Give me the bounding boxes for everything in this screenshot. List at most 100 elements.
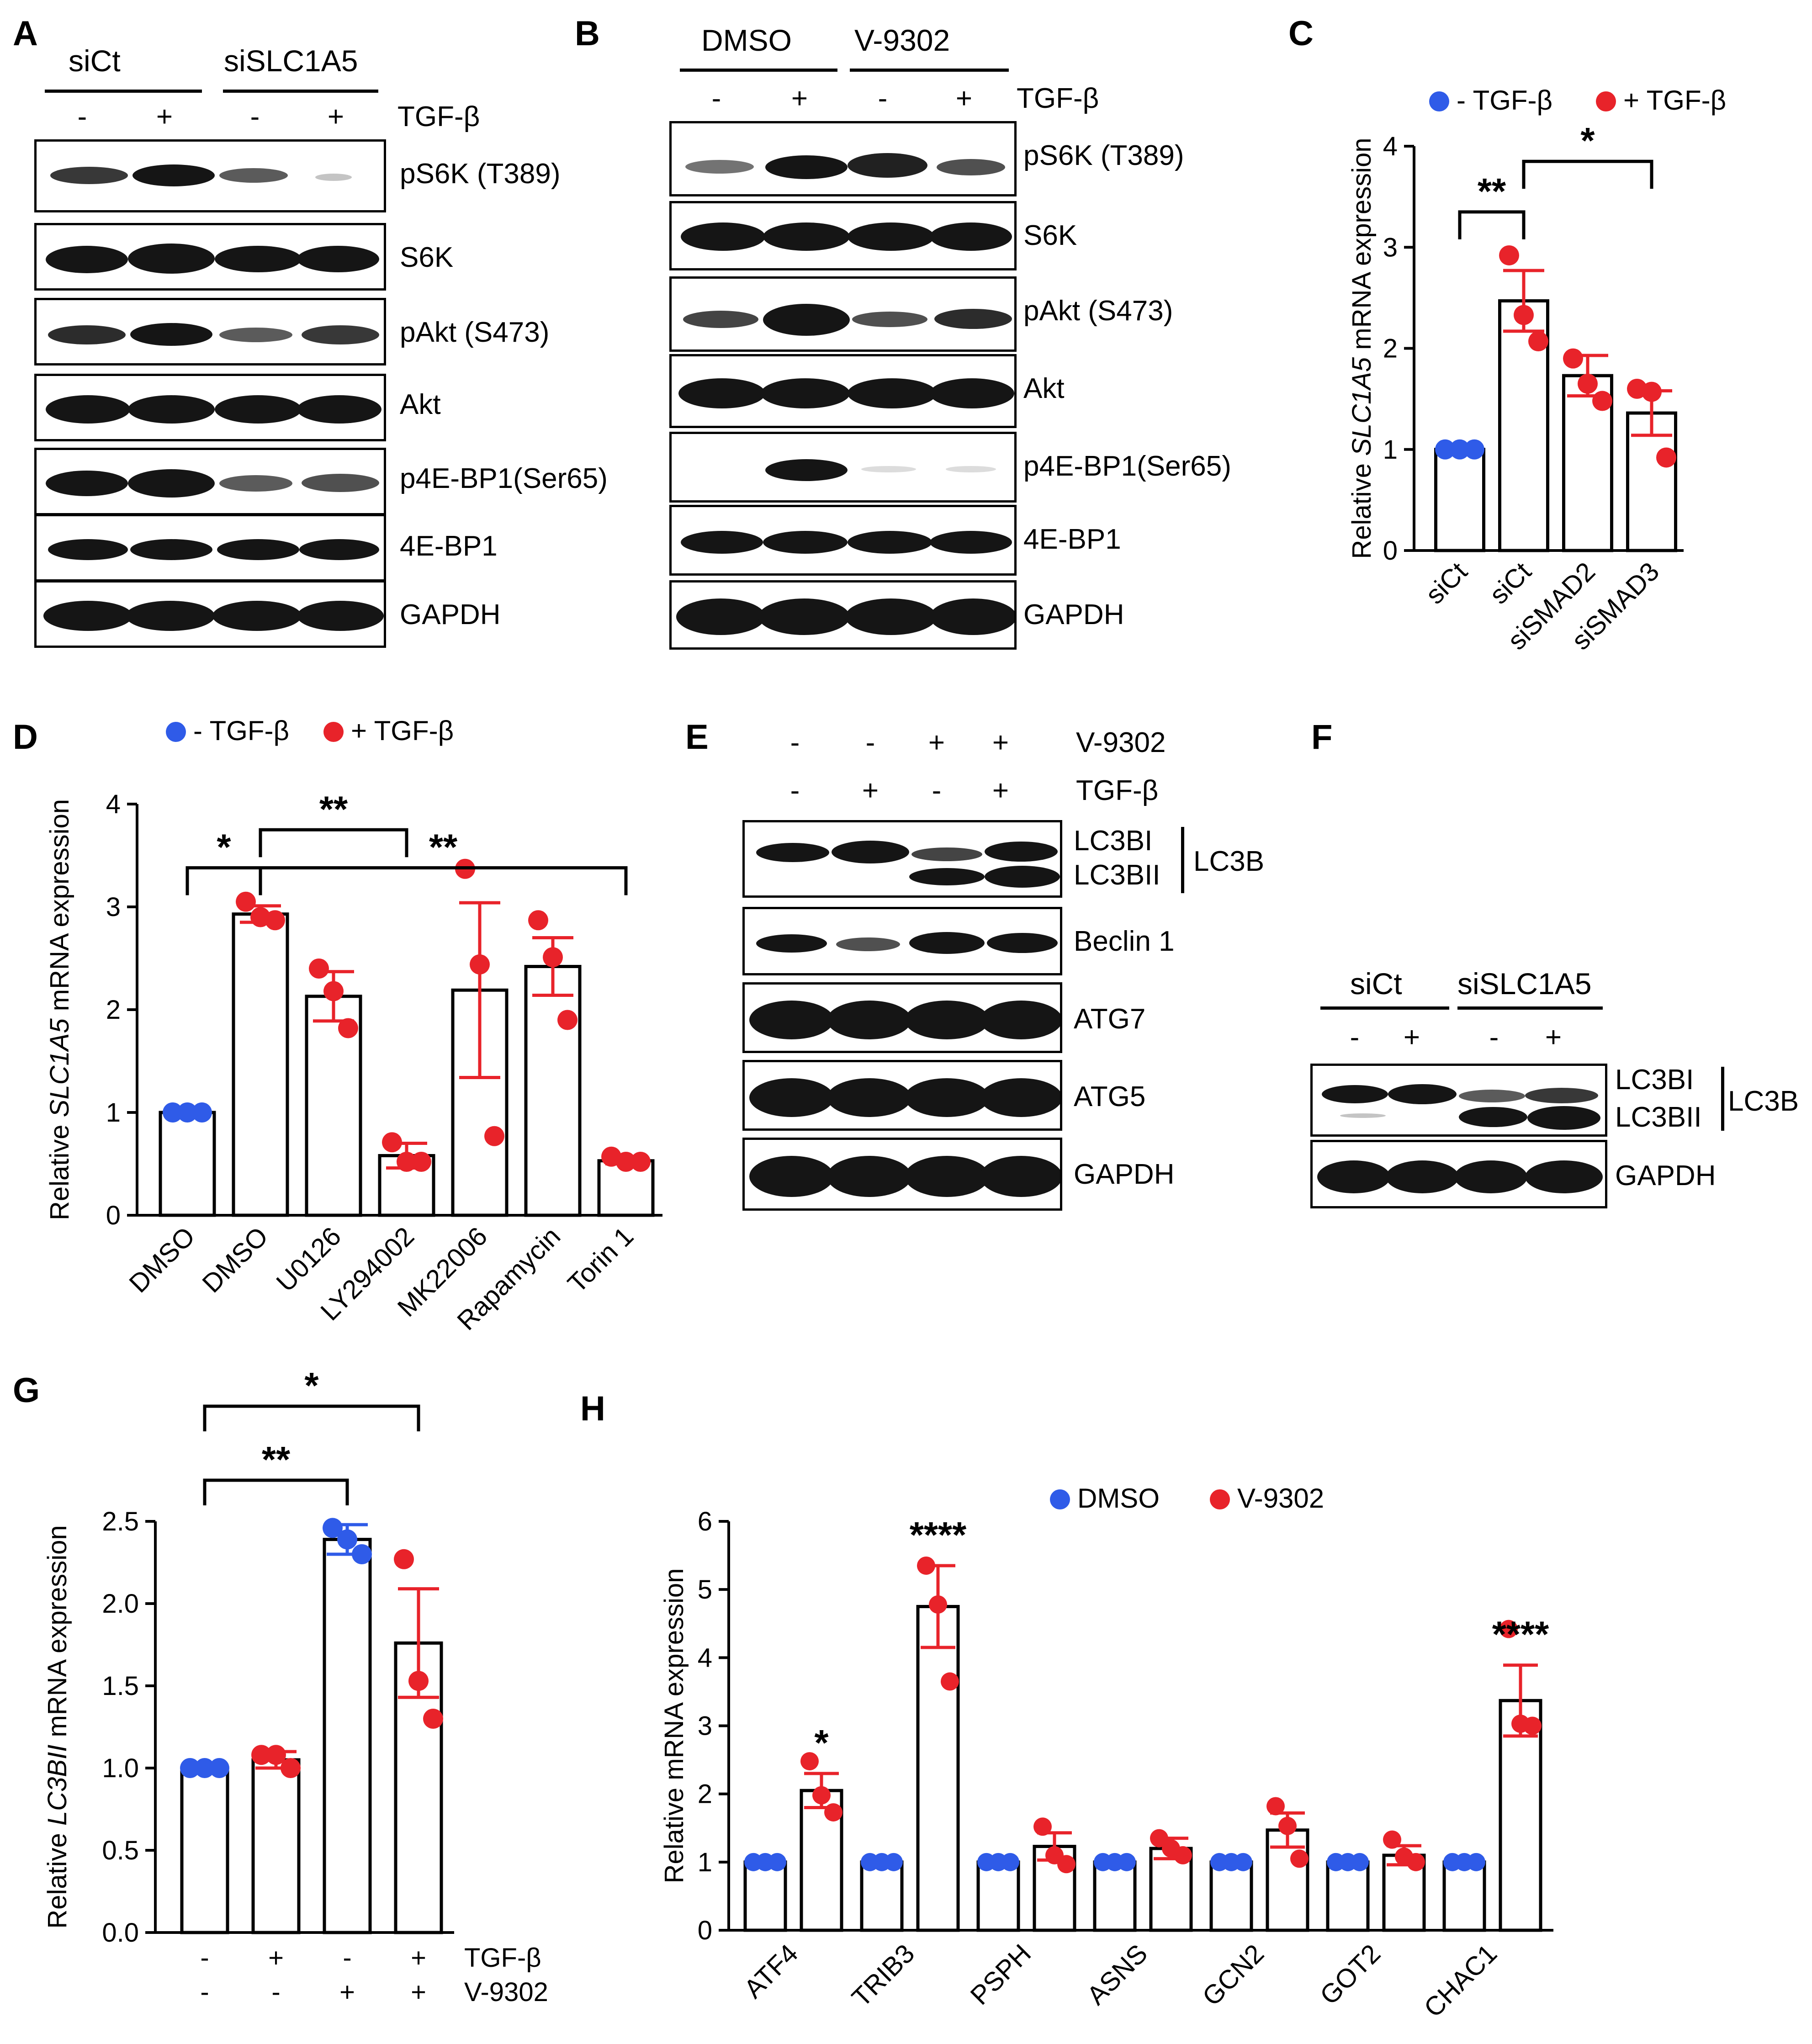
data-point [1656,447,1676,468]
group-line-dmso [680,69,837,72]
group-line-sict [45,90,202,93]
lane-sign: + [862,775,879,806]
bar [916,1604,960,1932]
data-point [1464,439,1484,460]
lane-sign: - [878,83,888,114]
significance-bracket [203,1404,420,1431]
bar [232,912,289,1217]
blot-label: pAkt (S473) [1023,295,1173,327]
data-point [209,1758,229,1778]
y-tick-label: 1 [1383,435,1398,465]
group-label-sict: siCt [1350,967,1402,1001]
data-point [423,1709,443,1729]
data-point [251,1745,271,1765]
blot-label: GAPDH [1074,1159,1175,1190]
y-tick-label: 1.0 [102,1753,139,1783]
blot-label-lc3bii: LC3BII [1074,859,1160,891]
panel-label-f: F [1311,718,1333,757]
y-tick-label: 0 [106,1201,121,1230]
data-point [1001,1853,1019,1871]
lane-sign: - [1350,1022,1360,1053]
lane-sign: - [790,727,800,758]
legend-label: + TGF-β [351,715,454,746]
significance-bracket [259,828,408,858]
data-point [1450,439,1470,460]
data-point [338,1018,358,1038]
y-tick-label: 3 [1383,233,1398,262]
condition-label: TGF-β [464,1943,541,1973]
condition-sign: - [200,1943,209,1973]
blot-strip [34,223,386,291]
data-point [177,1102,197,1123]
lane-sign: - [1489,1022,1499,1053]
y-tick-label: 0 [1383,536,1398,566]
group-line-v9302 [850,69,1009,72]
condition-sign: + [411,1943,426,1973]
blot-strip [742,1138,1062,1211]
data-point [941,1672,959,1691]
panel-label-d: D [13,718,38,757]
data-point [1234,1853,1252,1871]
blot-label: GAPDH [1023,599,1124,630]
x-tick-label: PSPH [965,1938,1037,2011]
significance-label: * [217,827,231,868]
y-tick-label: 4 [698,1643,712,1673]
blot-strip [669,201,1017,270]
x-tick-label: CHAC1 [1418,1938,1503,2023]
bar [159,1111,216,1217]
legend-label: - TGF-β [193,715,289,746]
lane-sign: + [791,83,808,114]
legend-label: DMSO [1077,1483,1160,1514]
x-tick-label: ATF4 [738,1938,804,2004]
y-axis-label: Relative LC3BII mRNA expression [42,1525,72,1928]
blot-label-lc3bi: LC3BI [1074,825,1153,857]
lane-sign: - [77,101,87,132]
blot-label: GAPDH [400,599,501,630]
blot-label: ATG5 [1074,1081,1146,1112]
condition-label: V-9302 [464,1977,548,2007]
treatment-label: TGF-β [397,101,480,132]
y-tick-label: 1 [106,1098,121,1128]
data-point [1407,1853,1425,1871]
significance-label: * [1580,120,1595,161]
bracket-line [1181,827,1184,893]
data-point [1290,1849,1309,1868]
blot-strip [669,432,1017,503]
data-point [394,1549,414,1569]
data-point [1499,245,1519,265]
data-point [1351,1853,1369,1871]
lane-sign: + [992,775,1009,806]
lane-sign: + [156,101,173,132]
data-point [1528,331,1548,352]
y-tick-label: 1.5 [102,1671,139,1701]
blot-label: S6K [1023,220,1077,251]
panel-e-western-blot: - - + + V-9302 - + - + TGF-β LC3BI LC3BI… [0,0,1279,1234]
data-point [484,1126,504,1146]
y-tick-label: 3 [106,892,121,922]
y-tick-label: 5 [698,1575,712,1604]
significance-label: **** [910,1514,967,1555]
x-tick-label: ASNS [1081,1938,1154,2011]
legend-label: - TGF-β [1457,85,1552,116]
data-point [800,1752,819,1771]
blot-label: pS6K (T389) [1023,140,1184,171]
panel-label-h: H [580,1389,605,1428]
legend-marker [1429,91,1449,111]
blot-label-lc3b: LC3B [1193,846,1265,877]
blot-strip [34,298,386,365]
blot-strip [34,580,386,648]
panel-label-a: A [13,14,38,53]
lane-sign: - [250,101,260,132]
y-tick-label: 4 [1383,132,1398,161]
data-point [528,910,548,931]
bar [323,1538,372,1934]
group-label-dmso: DMSO [701,23,792,57]
x-tick-label: TRIB3 [846,1938,920,2012]
y-tick-label: 0 [698,1916,712,1945]
blot-label: pS6K (T389) [400,158,561,190]
legend-marker [1596,91,1616,111]
condition-sign: + [268,1943,284,1973]
